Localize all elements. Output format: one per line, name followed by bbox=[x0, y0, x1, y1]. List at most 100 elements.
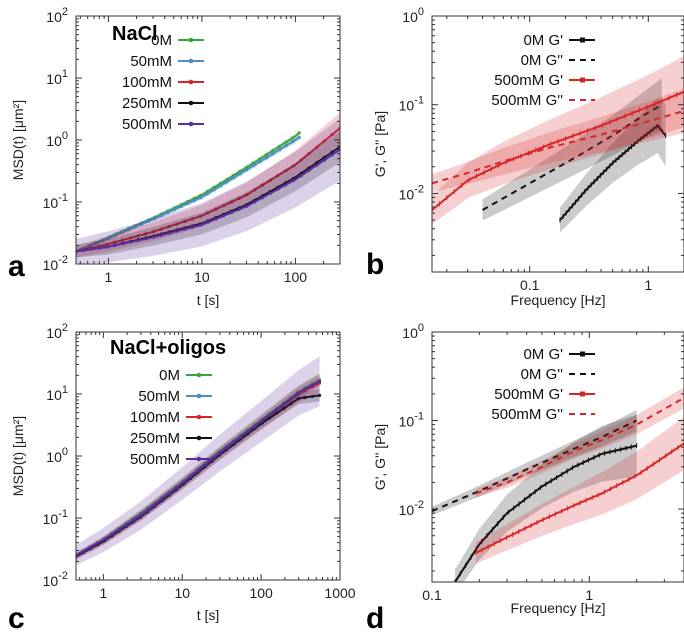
series-point-2 bbox=[113, 240, 117, 244]
series-point-4 bbox=[267, 413, 271, 417]
series-point-3 bbox=[303, 395, 307, 400]
panel-letter: c bbox=[8, 602, 25, 635]
series-point-4 bbox=[322, 158, 327, 162]
series-point-4 bbox=[105, 245, 109, 249]
y-tick-label: 102 bbox=[46, 6, 68, 25]
y-tick-exponent: 0 bbox=[62, 130, 68, 142]
legend-marker bbox=[188, 100, 194, 106]
y-tick-label: 101 bbox=[46, 68, 68, 87]
series-point-1 bbox=[172, 207, 177, 212]
series-point-1 bbox=[251, 164, 255, 168]
series-band-1 bbox=[76, 375, 320, 558]
series-point-4 bbox=[82, 248, 86, 252]
series-point-2 bbox=[299, 158, 303, 162]
x-tick-label: 10 bbox=[174, 585, 190, 601]
series-point-2 bbox=[237, 196, 241, 201]
series-point-4 bbox=[245, 204, 249, 208]
series-point-4 bbox=[131, 518, 135, 523]
series-point-2 bbox=[221, 204, 226, 208]
series-point-4 bbox=[214, 217, 218, 221]
legend: 0M 50mM 100mM 250mM 500mM bbox=[130, 367, 212, 468]
panel-d: 0.1 1 10-2 10-1 100 Frequency [Hz] G', G'' [Pa… bbox=[366, 322, 684, 635]
y-axis-label: MSD(t) [μm²] bbox=[10, 100, 26, 180]
series-band-0 bbox=[559, 98, 666, 233]
legend-marker bbox=[580, 37, 585, 43]
series-point-2 bbox=[291, 164, 296, 168]
series-point-4 bbox=[146, 508, 150, 512]
series-point-2 bbox=[268, 178, 272, 182]
series-band-4 bbox=[76, 118, 340, 264]
y-tick-label: 100 bbox=[402, 322, 424, 341]
series-line-3 bbox=[432, 110, 684, 185]
series-point-2 bbox=[105, 242, 109, 246]
x-tick-label: 0.1 bbox=[422, 587, 442, 603]
series-point-3 bbox=[267, 416, 271, 420]
series-point-1 bbox=[166, 210, 170, 214]
y-tick-label: 100 bbox=[46, 446, 68, 465]
series-point-4 bbox=[198, 223, 202, 227]
legend-marker bbox=[196, 456, 202, 462]
series-line-4 bbox=[76, 380, 320, 557]
series-point-1 bbox=[120, 230, 124, 235]
y-tick-exponent: -2 bbox=[414, 499, 424, 511]
series-point-4 bbox=[181, 480, 186, 485]
series-point-1 bbox=[258, 160, 262, 164]
series-point-3 bbox=[330, 150, 334, 154]
series-point-2 bbox=[152, 230, 156, 234]
series-point-4 bbox=[117, 528, 121, 532]
series-point-1 bbox=[271, 152, 275, 156]
legend-marker bbox=[196, 393, 202, 399]
plot-area bbox=[432, 387, 684, 582]
series-point-1 bbox=[186, 201, 190, 206]
series-band-0 bbox=[454, 414, 637, 582]
series-point-4 bbox=[237, 207, 241, 212]
series-point-4 bbox=[167, 492, 171, 496]
legend-marker bbox=[196, 435, 202, 441]
series-band-3 bbox=[76, 131, 340, 258]
series-point-4 bbox=[152, 235, 156, 239]
x-tick-label: 1000 bbox=[324, 585, 355, 601]
x-tick-label: 100 bbox=[249, 585, 273, 601]
legend-marker bbox=[580, 77, 585, 83]
legend-marker bbox=[188, 121, 194, 127]
x-axis-label: Frequency [Hz] bbox=[511, 600, 606, 616]
series-point-4 bbox=[299, 174, 303, 178]
series-point-1 bbox=[133, 225, 137, 229]
y-tick-label: 10-1 bbox=[399, 411, 424, 430]
series-point-2 bbox=[322, 139, 327, 143]
legend-label: 0M G'' bbox=[521, 366, 564, 383]
legend-label: 0M G' bbox=[523, 346, 563, 363]
series-point-0 bbox=[258, 157, 262, 161]
x-tick-label: 1 bbox=[585, 587, 593, 603]
legend-label: 250mM bbox=[122, 95, 172, 112]
series-point-2 bbox=[214, 207, 218, 211]
series-band-3 bbox=[432, 88, 684, 193]
series-point-2 bbox=[128, 236, 132, 240]
series-band-2 bbox=[76, 373, 320, 561]
series-point-4 bbox=[128, 240, 132, 244]
x-tick-label: 0.1 bbox=[520, 277, 540, 293]
y-tick-label: 10-1 bbox=[399, 95, 424, 114]
series-point-2 bbox=[284, 169, 288, 173]
series-point-4 bbox=[88, 545, 92, 549]
series-band-0 bbox=[76, 373, 320, 558]
series-point-4 bbox=[113, 243, 117, 247]
series-point-4 bbox=[206, 220, 210, 224]
series-point-4 bbox=[253, 424, 257, 428]
series-point-4 bbox=[174, 486, 178, 490]
series-point-4 bbox=[110, 532, 114, 537]
series-point-4 bbox=[296, 391, 300, 395]
legend-label: 100mM bbox=[122, 74, 172, 91]
series-point-1 bbox=[218, 184, 223, 188]
series-band-3 bbox=[475, 387, 684, 498]
legend-label: 50mM bbox=[130, 53, 172, 70]
series-point-4 bbox=[97, 246, 101, 250]
legend-label: 500mM G'' bbox=[491, 92, 563, 109]
series-point-1 bbox=[87, 244, 91, 248]
series-band-1 bbox=[482, 78, 662, 221]
y-tick-label: 10-2 bbox=[43, 570, 68, 589]
series-point-4 bbox=[89, 247, 94, 251]
y-tick-exponent: 2 bbox=[62, 6, 68, 18]
y-tick-label: 100 bbox=[402, 6, 424, 25]
